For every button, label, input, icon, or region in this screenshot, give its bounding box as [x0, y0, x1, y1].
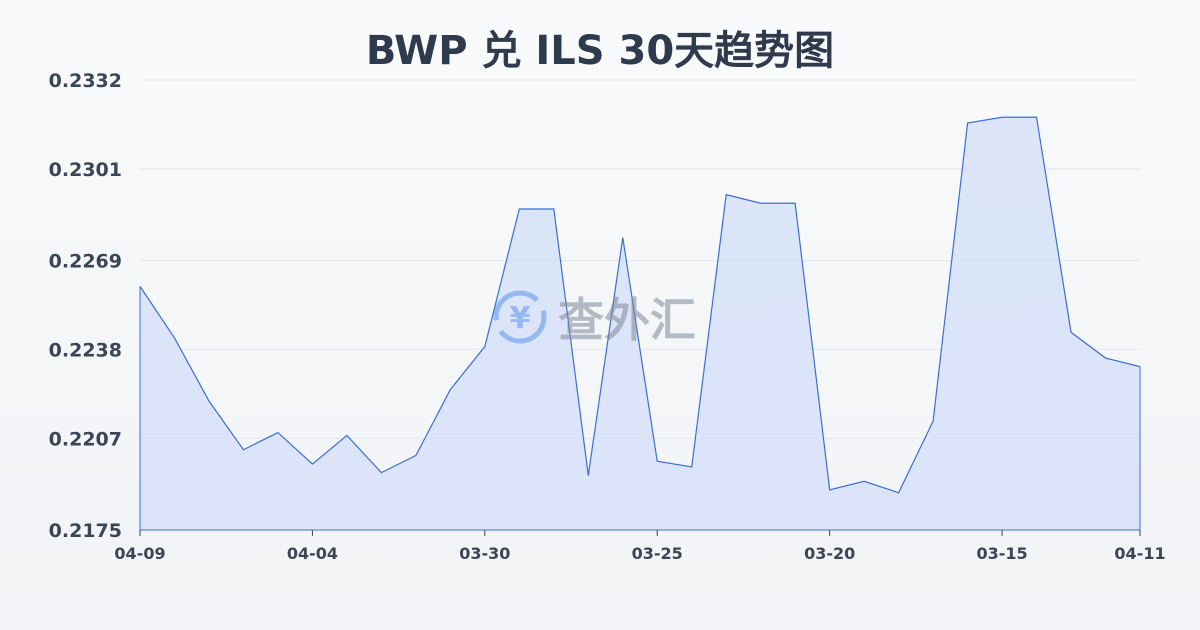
- x-tick-label: 03-25: [632, 544, 683, 563]
- x-tick-label: 04-11: [1114, 544, 1165, 563]
- watermark-text: 查外汇: [558, 293, 696, 347]
- area-fill: [140, 117, 1140, 531]
- x-tick-label: 04-09: [114, 544, 165, 563]
- y-tick-label: 0.2332: [49, 70, 122, 92]
- x-tick-label: 03-20: [804, 544, 855, 563]
- y-tick-label: 0.2207: [49, 428, 122, 450]
- y-tick-label: 0.2301: [49, 159, 122, 181]
- svg-text:¥: ¥: [510, 301, 531, 336]
- watermark: ¥ 查外汇: [490, 284, 696, 350]
- yen-exchange-icon: ¥: [493, 290, 547, 344]
- series-line: [139, 116, 1141, 494]
- y-tick-label: 0.2269: [49, 251, 122, 273]
- x-tick-label: 03-15: [976, 544, 1027, 563]
- y-tick-label: 0.2238: [49, 339, 122, 361]
- chart-title: BWP 兑 ILS 30天趋势图: [365, 28, 835, 74]
- x-tick-label: 03-30: [459, 544, 510, 563]
- y-tick-label: 0.2175: [49, 520, 122, 542]
- x-tick-label: 04-04: [287, 544, 338, 563]
